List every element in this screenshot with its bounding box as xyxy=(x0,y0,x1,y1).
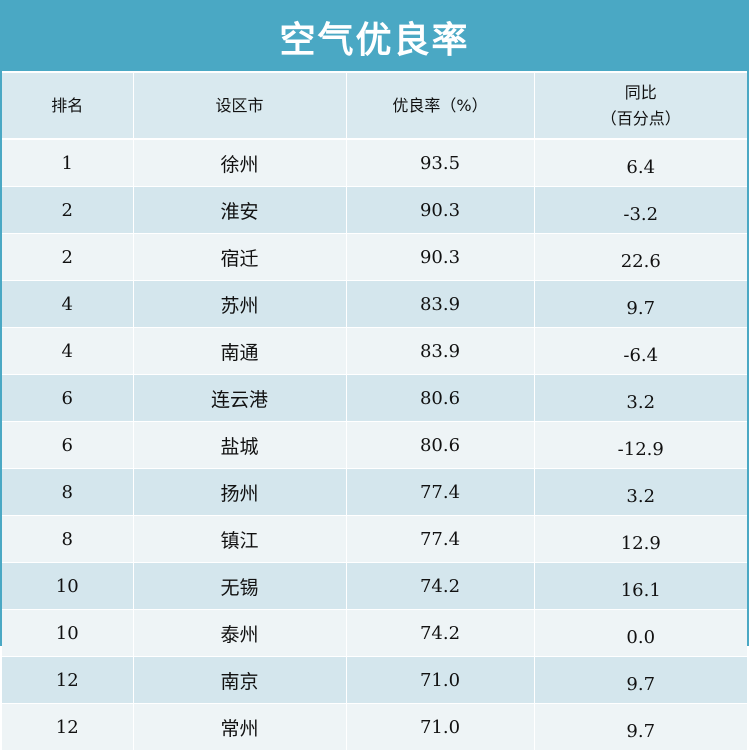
city-cell: 苏州 xyxy=(133,280,347,328)
rate-cell: 71.0 xyxy=(346,703,535,751)
change-cell: 9.7 xyxy=(534,280,747,328)
table-row: 12 南京 71.0 9.7 xyxy=(2,656,747,704)
table-row: 4 南通 83.9 -6.4 xyxy=(2,327,747,375)
city-cell: 无锡 xyxy=(133,562,347,610)
header-change: 同比 （百分点） xyxy=(534,73,747,140)
table-row: 12 常州 71.0 9.7 xyxy=(2,703,747,751)
city-cell: 常州 xyxy=(133,703,347,751)
rank-cell: 6 xyxy=(2,421,134,469)
rate-cell: 74.2 xyxy=(346,562,535,610)
rate-cell: 90.3 xyxy=(346,233,535,281)
header-row: 排名 设区市 优良率（%） 同比 （百分点） xyxy=(2,73,747,140)
rate-cell: 80.6 xyxy=(346,421,535,469)
rank-cell: 8 xyxy=(2,515,134,563)
rate-cell: 77.4 xyxy=(346,515,535,563)
city-cell: 泰州 xyxy=(133,609,347,657)
city-cell: 南京 xyxy=(133,656,347,704)
city-cell: 徐州 xyxy=(133,139,347,187)
change-cell: -12.9 xyxy=(534,421,747,469)
table-row: 2 宿迁 90.3 22.6 xyxy=(2,233,747,281)
table-row: 8 镇江 77.4 12.9 xyxy=(2,515,747,563)
rank-cell: 1 xyxy=(2,139,134,187)
table-row: 4 苏州 83.9 9.7 xyxy=(2,280,747,328)
rank-cell: 12 xyxy=(2,656,134,704)
table-row: 10 无锡 74.2 16.1 xyxy=(2,562,747,610)
city-cell: 镇江 xyxy=(133,515,347,563)
table-row: 6 盐城 80.6 -12.9 xyxy=(2,421,747,469)
table-row: 2 淮安 90.3 -3.2 xyxy=(2,186,747,234)
header-change-line2: （百分点） xyxy=(600,108,681,128)
city-cell: 宿迁 xyxy=(133,233,347,281)
table-row: 10 泰州 74.2 0.0 xyxy=(2,609,747,657)
city-cell: 淮安 xyxy=(133,186,347,234)
change-cell: -3.2 xyxy=(534,186,747,234)
change-cell: 12.9 xyxy=(534,515,747,563)
change-cell: 22.6 xyxy=(534,233,747,281)
city-cell: 扬州 xyxy=(133,468,347,516)
city-cell: 南通 xyxy=(133,327,347,375)
table-row: 1 徐州 93.5 6.4 xyxy=(2,139,747,187)
city-cell: 连云港 xyxy=(133,374,347,422)
rate-cell: 93.5 xyxy=(346,139,535,187)
change-cell: 6.4 xyxy=(534,139,747,187)
change-cell: 3.2 xyxy=(534,468,747,516)
change-cell: 9.7 xyxy=(534,656,747,704)
rate-cell: 80.6 xyxy=(346,374,535,422)
change-cell: 3.2 xyxy=(534,374,747,422)
air-quality-table: 排名 设区市 优良率（%） 同比 （百分点） 1 徐州 93.5 6.4 2 淮… xyxy=(2,73,747,751)
header-change-line1: 同比 xyxy=(624,82,657,102)
table-title: 空气优良率 xyxy=(2,2,747,71)
rate-cell: 83.9 xyxy=(346,280,535,328)
rate-cell: 71.0 xyxy=(346,656,535,704)
rank-cell: 2 xyxy=(2,233,134,281)
rate-cell: 83.9 xyxy=(346,327,535,375)
table-row: 8 扬州 77.4 3.2 xyxy=(2,468,747,516)
rank-cell: 4 xyxy=(2,327,134,375)
change-cell: 0.0 xyxy=(534,609,747,657)
change-cell: 9.7 xyxy=(534,703,747,751)
header-rank: 排名 xyxy=(2,73,134,140)
rank-cell: 10 xyxy=(2,562,134,610)
change-cell: 16.1 xyxy=(534,562,747,610)
city-cell: 盐城 xyxy=(133,421,347,469)
rate-cell: 90.3 xyxy=(346,186,535,234)
rank-cell: 2 xyxy=(2,186,134,234)
rank-cell: 12 xyxy=(2,703,134,751)
rank-cell: 6 xyxy=(2,374,134,422)
header-city: 设区市 xyxy=(133,73,347,140)
rank-cell: 4 xyxy=(2,280,134,328)
rate-cell: 74.2 xyxy=(346,609,535,657)
header-rate: 优良率（%） xyxy=(346,73,535,140)
rank-cell: 8 xyxy=(2,468,134,516)
rank-cell: 10 xyxy=(2,609,134,657)
rate-cell: 77.4 xyxy=(346,468,535,516)
table-row: 6 连云港 80.6 3.2 xyxy=(2,374,747,422)
change-cell: -6.4 xyxy=(534,327,747,375)
